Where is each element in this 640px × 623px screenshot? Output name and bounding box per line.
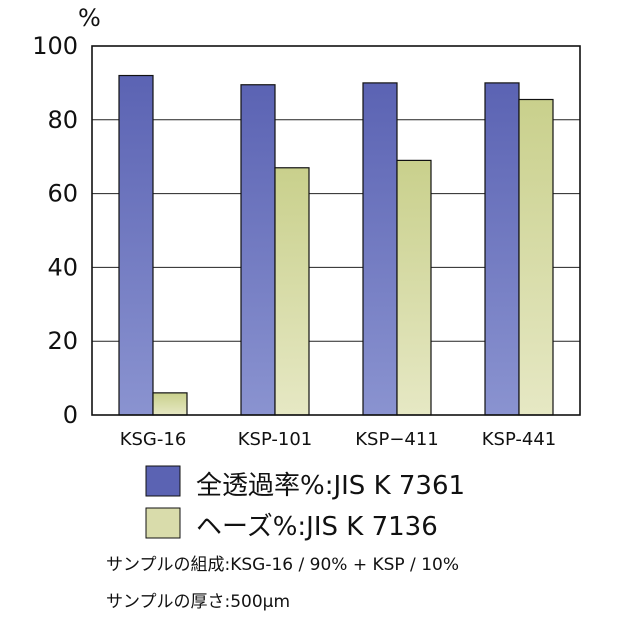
sample-composition-note: サンプルの組成:KSG-16 / 90% + KSP / 10% <box>106 555 459 575</box>
y-tick-label: 20 <box>47 327 78 355</box>
category-label: KSP-441 <box>482 429 557 450</box>
plot-frame <box>91 45 581 416</box>
legend: 全透過率%:JIS K 7361 ヘーズ%:JIS K 7136 <box>145 465 465 542</box>
bar-transmittance <box>118 74 154 416</box>
bar-haze <box>152 392 188 416</box>
legend-swatch-transmittance <box>145 465 181 497</box>
bar-transmittance <box>362 82 398 416</box>
bar-transmittance <box>484 82 520 416</box>
plot-area: KSG-16 KSP-101 KSP−411 KSP-441 0 20 40 60 80 100 <box>32 32 581 450</box>
legend-label-haze: ヘーズ%:JIS K 7136 <box>196 512 438 542</box>
bar-haze <box>274 167 310 416</box>
y-axis-unit-label: % <box>78 4 101 32</box>
category-label: KSP−411 <box>355 429 439 450</box>
bar-haze <box>396 159 432 416</box>
legend-label-transmittance: 全透過率%:JIS K 7361 <box>196 471 465 501</box>
y-tick-label: 80 <box>47 106 78 134</box>
category-label: KSG-16 <box>120 429 187 450</box>
legend-swatch-haze <box>145 507 181 539</box>
y-tick-label: 100 <box>32 32 78 60</box>
y-tick-label: 40 <box>47 253 78 281</box>
bar-haze <box>518 98 554 416</box>
category-label: KSP-101 <box>238 429 313 450</box>
bar-transmittance <box>240 84 276 416</box>
y-tick-label: 0 <box>63 401 78 429</box>
y-tick-label: 60 <box>47 180 78 208</box>
sample-thickness-note: サンプルの厚さ:500μm <box>106 592 290 612</box>
